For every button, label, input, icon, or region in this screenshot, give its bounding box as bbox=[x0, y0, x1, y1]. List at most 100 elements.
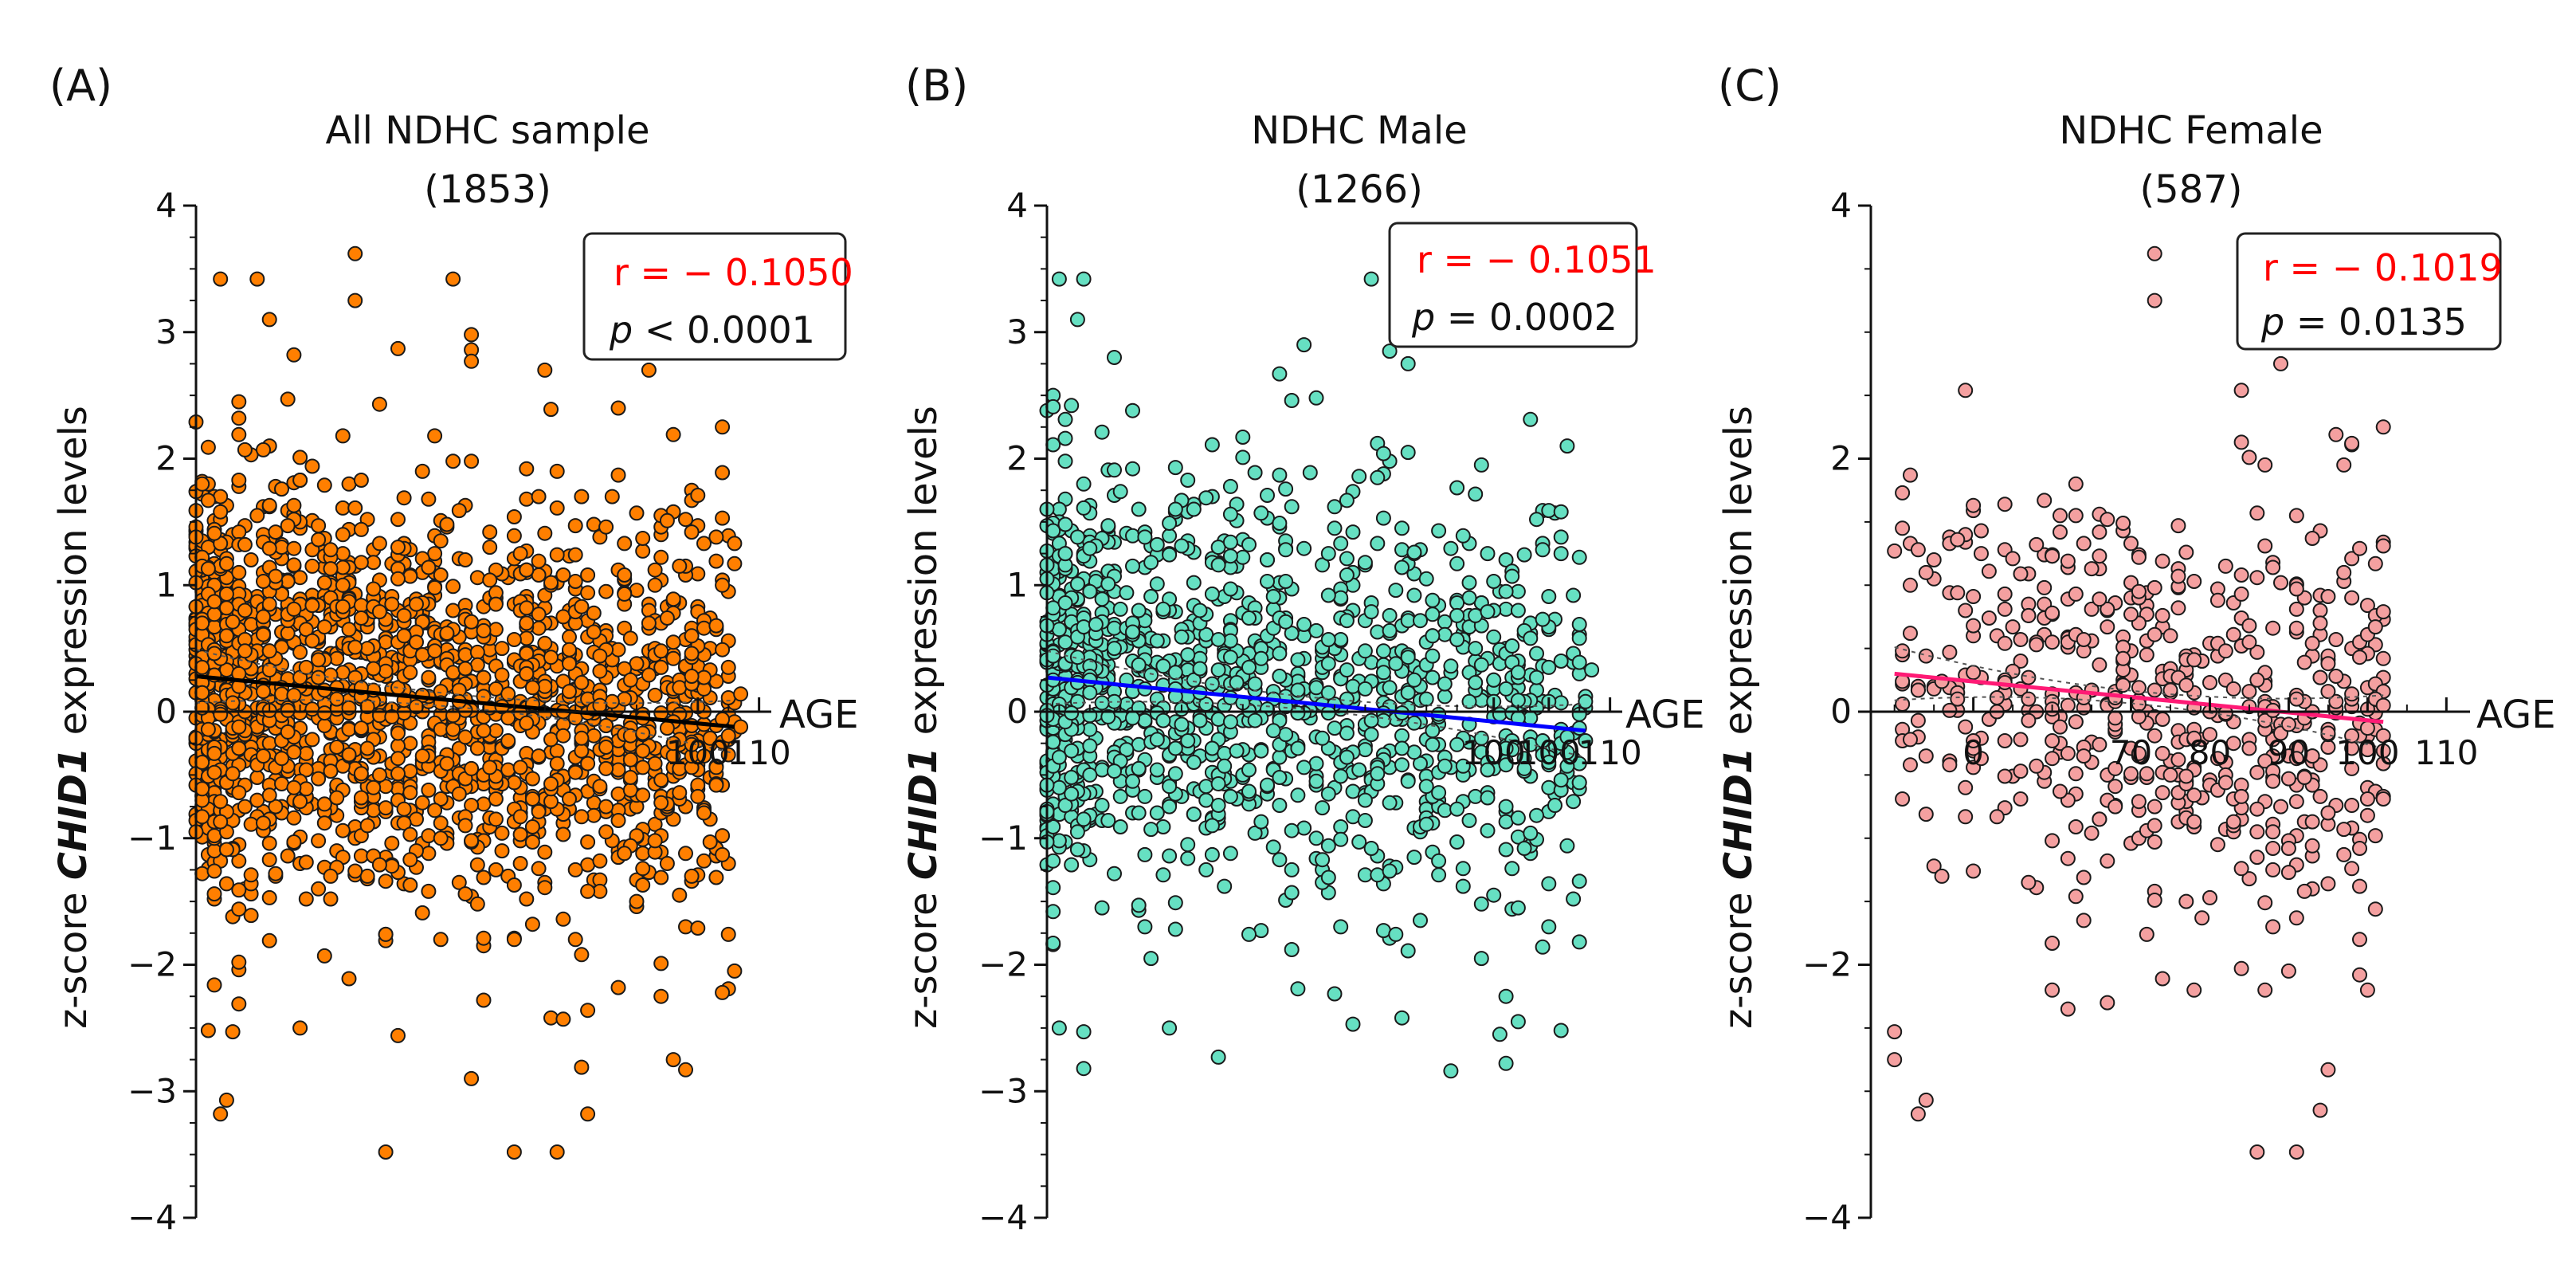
panel-b-point bbox=[1302, 465, 1318, 481]
panel-a-point bbox=[433, 567, 449, 583]
panel-a-point bbox=[231, 473, 247, 488]
panel-a-point bbox=[617, 661, 633, 677]
panel-c-point bbox=[2013, 632, 2029, 647]
panel-b-point bbox=[1461, 693, 1477, 709]
panel-a-point bbox=[286, 540, 302, 556]
panel-c-point bbox=[2312, 603, 2328, 618]
panel-a-point bbox=[665, 426, 681, 442]
panel-b-stats-box bbox=[1388, 222, 1638, 348]
panel-b-point bbox=[1363, 604, 1379, 620]
panel-b-point bbox=[1222, 478, 1238, 494]
panel-b-point bbox=[1290, 682, 1306, 698]
panel-a-point bbox=[567, 932, 583, 948]
panel-c-point bbox=[2068, 714, 2084, 730]
panel-b-ylabel: z-score CHID1 expression levels bbox=[901, 406, 946, 1029]
panel-a-point bbox=[715, 465, 731, 481]
panel-b-point bbox=[1320, 705, 1336, 721]
panel-a-point bbox=[268, 866, 284, 881]
panel-b-point bbox=[1339, 749, 1355, 765]
panel-c-point bbox=[2139, 647, 2155, 663]
panel-a-point bbox=[500, 733, 516, 748]
panel-b-point bbox=[1167, 740, 1183, 756]
panel-c-point bbox=[2225, 626, 2241, 642]
panel-b-point bbox=[1333, 768, 1349, 784]
panel-a-point bbox=[261, 787, 277, 803]
panel-c-point bbox=[2013, 732, 2029, 748]
panel-b-point bbox=[1498, 757, 1514, 773]
panel-c-point bbox=[2336, 457, 2352, 473]
panel-b-point bbox=[1137, 846, 1153, 862]
panel-b-point bbox=[1088, 617, 1104, 632]
panel-c-point bbox=[1950, 585, 1966, 601]
panel-b-point bbox=[1064, 743, 1080, 759]
panel-c-point bbox=[1887, 1024, 1903, 1040]
panel-a-point bbox=[574, 1059, 590, 1075]
panel-b-point bbox=[1351, 469, 1367, 485]
panel-c-point bbox=[2123, 766, 2139, 782]
panel-b-point bbox=[1069, 693, 1085, 709]
panel-a-point bbox=[610, 400, 626, 416]
panel-b-point bbox=[1204, 818, 1220, 834]
panel-a-subtitle: (1853) bbox=[424, 167, 551, 212]
panel-a-point bbox=[225, 1024, 241, 1040]
panel-b-point bbox=[1112, 601, 1128, 617]
panel-a-point bbox=[647, 562, 663, 578]
panel-a-point bbox=[647, 577, 663, 593]
panel-a-point bbox=[702, 834, 718, 850]
panel-c-point bbox=[1942, 644, 1958, 660]
panel-b-point bbox=[1272, 749, 1288, 765]
panel-b-y-tick-label: −3 bbox=[978, 1071, 1028, 1110]
panel-c-point bbox=[1887, 1052, 1903, 1068]
panel-b-point bbox=[1473, 896, 1489, 912]
panel-c-point bbox=[1895, 791, 1911, 807]
panel-b-point bbox=[1400, 685, 1416, 701]
panel-a-point bbox=[580, 834, 596, 850]
panel-b-point bbox=[1057, 516, 1073, 532]
panel-a-point bbox=[421, 669, 437, 685]
panel-a-point bbox=[218, 628, 234, 644]
panel-c-point bbox=[1895, 643, 1911, 659]
panel-b-point bbox=[1504, 861, 1520, 877]
panel-a-point bbox=[439, 756, 455, 771]
panel-c-point bbox=[2288, 620, 2304, 636]
panel-a-point bbox=[665, 634, 681, 650]
panel-b-point bbox=[1455, 861, 1471, 877]
panel-b-point bbox=[1320, 869, 1336, 885]
panel-b-point bbox=[1320, 587, 1336, 603]
panel-b-point bbox=[1296, 617, 1312, 632]
panel-a-point bbox=[323, 561, 339, 577]
panel-b-point bbox=[1290, 652, 1306, 668]
panel-a-point bbox=[371, 767, 387, 783]
panel-a-point bbox=[298, 854, 314, 870]
panel-a-point bbox=[555, 728, 571, 744]
panel-c-point bbox=[2155, 607, 2170, 623]
panel-c-point bbox=[2107, 710, 2123, 726]
panel-b-point bbox=[1425, 606, 1441, 622]
panel-c-point bbox=[2100, 601, 2115, 617]
panel-b-point bbox=[1363, 271, 1379, 287]
panel-b-point bbox=[1553, 695, 1569, 711]
panel-a-point bbox=[341, 476, 357, 492]
panel-c-point bbox=[2367, 555, 2383, 571]
panel-b-point bbox=[1516, 547, 1532, 563]
panel-b-point bbox=[1260, 777, 1275, 793]
panel-c-point bbox=[2257, 538, 2273, 554]
panel-a-point bbox=[580, 883, 596, 899]
panel-b-point bbox=[1064, 857, 1080, 873]
panel-a-point bbox=[256, 609, 271, 625]
panel-a-point bbox=[708, 777, 724, 793]
panel-c-point bbox=[2147, 292, 2162, 308]
panel-b-point bbox=[1571, 873, 1587, 889]
panel-c-point bbox=[1989, 809, 2005, 825]
panel-a-point bbox=[690, 921, 706, 936]
panel-b-point bbox=[1131, 501, 1147, 517]
panel-a-point bbox=[445, 665, 461, 681]
panel-b-point bbox=[1235, 430, 1251, 445]
panel-a-point bbox=[555, 567, 571, 583]
panel-b-point bbox=[1253, 743, 1269, 759]
panel-b: (B) NDHC Male (1266) 4 3 2 1 0 −1 −2 −3 −4 100100… bbox=[901, 61, 1705, 1237]
panel-b-point bbox=[1333, 831, 1349, 847]
panel-b-point bbox=[1131, 657, 1147, 673]
panel-a-point bbox=[433, 830, 449, 846]
panel-b-point bbox=[1100, 576, 1116, 592]
